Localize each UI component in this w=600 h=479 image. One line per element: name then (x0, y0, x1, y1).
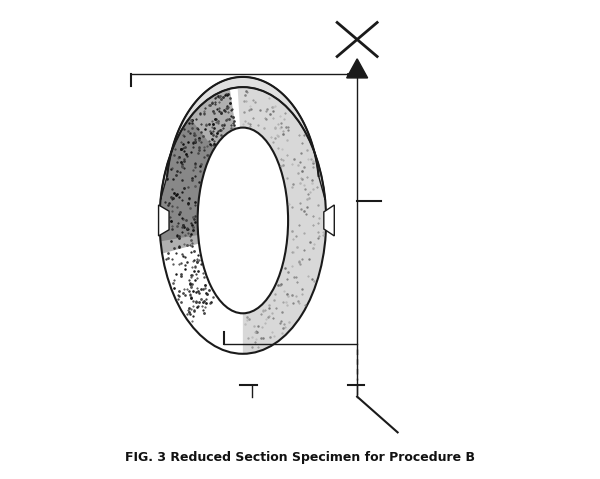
Polygon shape (158, 205, 169, 236)
Polygon shape (347, 59, 368, 78)
Polygon shape (238, 87, 326, 354)
Text: FIG. 3 Reduced Section Specimen for Procedure B: FIG. 3 Reduced Section Specimen for Proc… (125, 451, 475, 464)
Polygon shape (160, 87, 326, 354)
Polygon shape (324, 205, 334, 236)
Ellipse shape (197, 127, 288, 313)
Polygon shape (160, 89, 236, 253)
Polygon shape (161, 77, 325, 200)
Polygon shape (160, 118, 214, 241)
